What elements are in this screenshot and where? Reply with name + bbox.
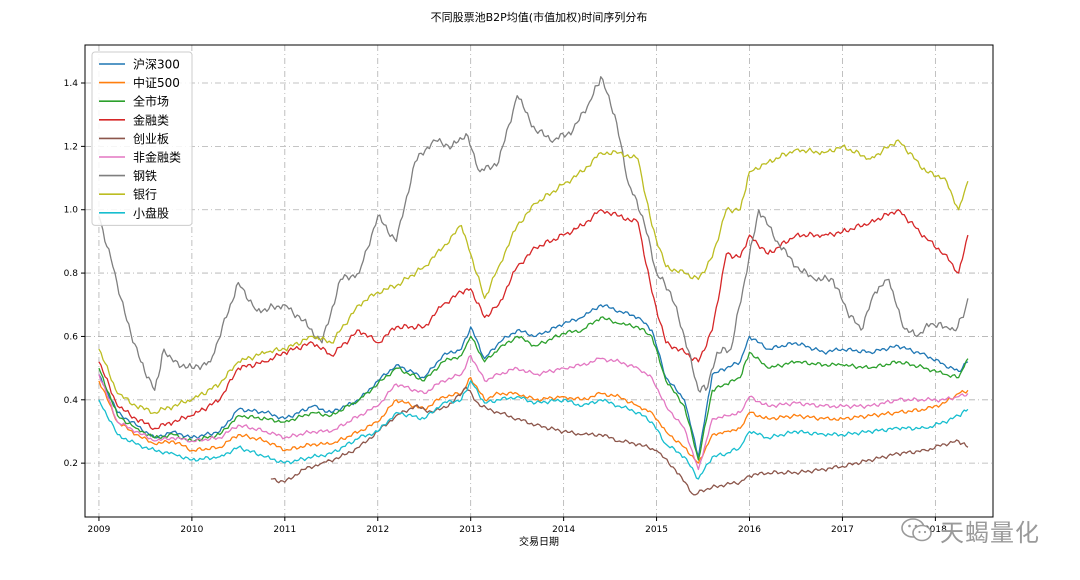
legend-label: 中证500 bbox=[133, 75, 180, 90]
legend-label: 非金融类 bbox=[133, 150, 181, 165]
grid bbox=[85, 45, 993, 517]
series-line bbox=[98, 376, 969, 464]
plot-frame bbox=[84, 44, 994, 518]
legend-box bbox=[91, 51, 193, 226]
y-tick-label: 1.2 bbox=[64, 142, 78, 152]
series-line bbox=[98, 354, 969, 471]
x-tick-label: 2013 bbox=[459, 525, 482, 535]
series-line bbox=[98, 76, 969, 393]
watermark: 天蝎量化 bbox=[900, 510, 1070, 550]
y-tick-label: 0.4 bbox=[64, 396, 79, 406]
legend-label: 金融类 bbox=[133, 112, 169, 127]
x-tick-label: 2014 bbox=[552, 525, 575, 535]
legend-label: 创业板 bbox=[133, 132, 169, 146]
x-tick-label: 2016 bbox=[738, 525, 761, 535]
legend-label: 全市场 bbox=[133, 94, 169, 109]
x-tick-label: 2009 bbox=[87, 525, 110, 535]
series-line bbox=[98, 380, 969, 480]
x-tick-label: 2012 bbox=[366, 525, 389, 535]
series-line bbox=[98, 139, 969, 415]
x-tick-label: 2017 bbox=[831, 525, 854, 535]
y-tick-label: 0.6 bbox=[64, 332, 79, 342]
series-line bbox=[98, 304, 969, 458]
legend-label: 小盘股 bbox=[133, 205, 169, 220]
x-tick-label: 2015 bbox=[645, 525, 668, 535]
watermark-text: 天蝎量化 bbox=[940, 518, 1040, 547]
legend-label: 银行 bbox=[133, 188, 157, 202]
series-line bbox=[98, 209, 969, 431]
y-tick-label: 0.8 bbox=[64, 269, 79, 279]
legend-label: 钢铁 bbox=[133, 169, 157, 183]
y-tick-label: 1.0 bbox=[64, 206, 79, 216]
x-tick-label: 2011 bbox=[273, 525, 296, 535]
y-tick-label: 1.4 bbox=[64, 79, 79, 89]
wechat-icon bbox=[901, 518, 932, 542]
axes: 2009 2010 2011 2012 2013 2014 2015 2016 2017 2018… bbox=[64, 79, 947, 535]
x-axis-label: 交易日期 bbox=[519, 535, 559, 548]
legend-label: 沪深300 bbox=[133, 58, 180, 72]
series-line bbox=[98, 316, 969, 461]
x-tick-label: 2010 bbox=[180, 525, 203, 535]
chart-title: 不同股票池B2P均值(市值加权)时间序列分布 bbox=[431, 10, 648, 24]
series-line bbox=[270, 386, 969, 496]
x-tick-label: 2018 bbox=[924, 525, 947, 535]
series-lines bbox=[98, 76, 969, 496]
y-tick-label: 0.2 bbox=[64, 459, 78, 469]
